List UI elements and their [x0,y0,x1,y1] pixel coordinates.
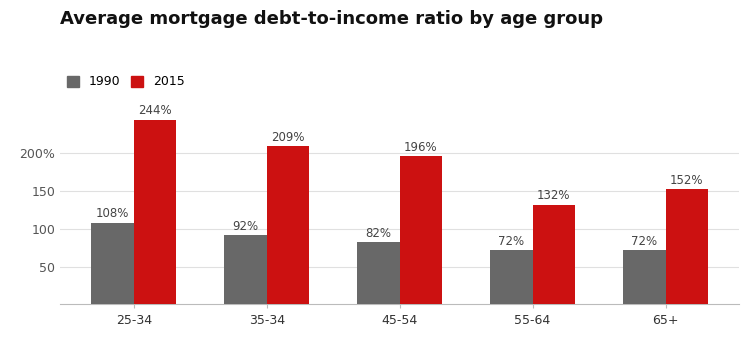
Text: 152%: 152% [670,174,703,187]
Bar [666,189,708,304]
Bar [623,250,666,304]
Bar [490,250,532,304]
Text: 72%: 72% [498,235,524,248]
Text: 209%: 209% [271,131,305,144]
Legend: 1990, 2015: 1990, 2015 [66,75,185,89]
Text: Average mortgage debt-to-income ratio by age group: Average mortgage debt-to-income ratio by… [60,10,603,28]
Bar [532,204,575,304]
Bar [224,235,267,304]
Text: 92%: 92% [232,220,259,233]
Bar [91,223,133,304]
Text: 132%: 132% [537,189,571,202]
Text: 108%: 108% [96,207,129,220]
Text: 82%: 82% [366,227,391,240]
Bar [400,156,442,304]
Bar [133,120,176,304]
Text: 244%: 244% [138,104,172,117]
Text: 196%: 196% [404,141,438,154]
Text: 72%: 72% [631,235,657,248]
Bar [357,243,400,304]
Bar [267,146,309,304]
